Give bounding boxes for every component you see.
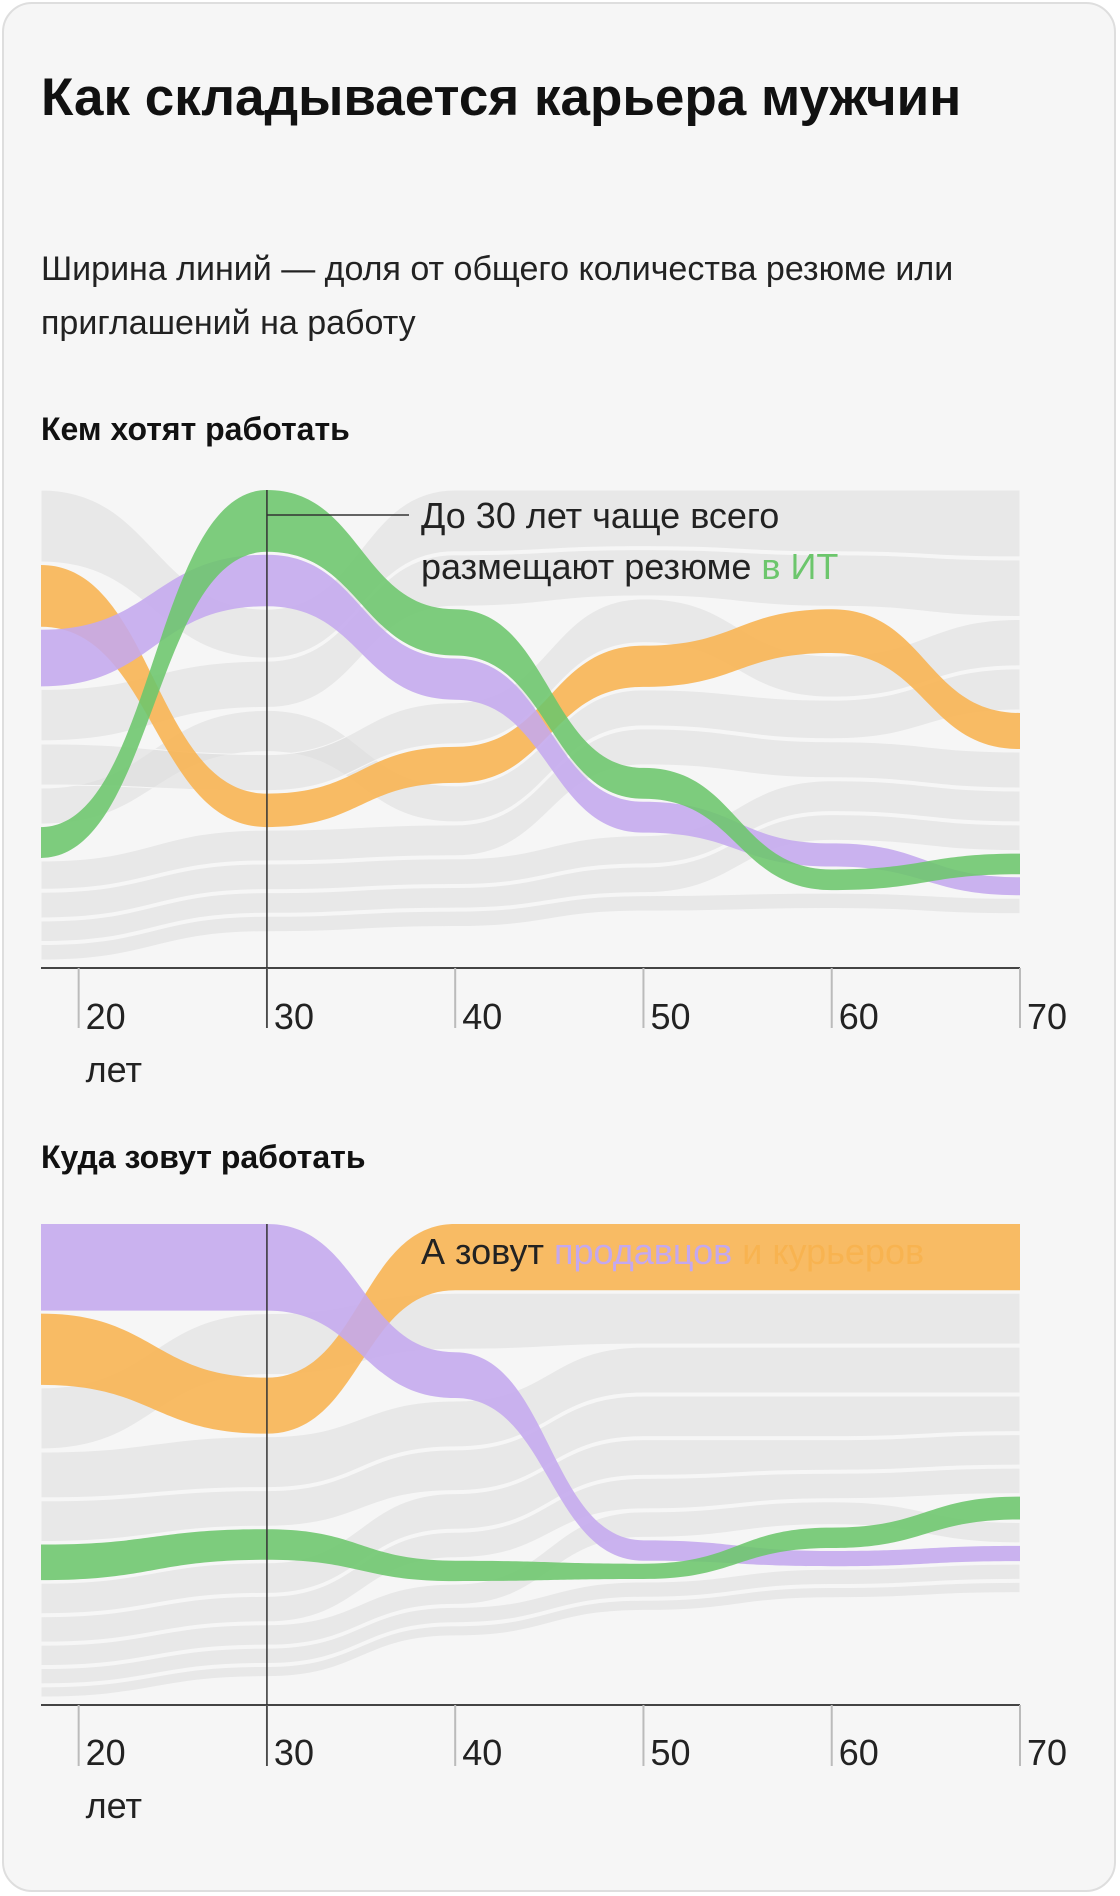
title: Как складывается карьера мужчин [41,68,962,127]
stream-line [40,780,1021,919]
annotation-part: До 30 лет чаще всего размещают резюме [421,495,780,587]
annotation-part: в ИТ [761,546,839,587]
x-tick-label: 70 [1027,1732,1068,1773]
x-tick-label: 50 [650,996,691,1037]
chart-title: Кем хотят работать [41,411,350,447]
stream-line [41,1224,1020,1567]
x-tick-label: 40 [462,996,503,1037]
stream-line [40,1563,1021,1685]
x-tick-label: 20 лет [85,996,142,1090]
x-tick-label: 50 [650,1732,691,1773]
annotation: До 30 лет чаще всего размещают резюме в … [421,490,891,592]
annotation-part: продавцов [553,1231,733,1272]
x-tick-label: 60 [838,1732,879,1773]
stream-line [41,1224,1020,1434]
stream-line [41,554,1020,896]
stream-line [40,1501,1021,1667]
stream-line [40,1581,1021,1698]
chart-title: Куда зовут работать [41,1139,366,1175]
x-tick-label: 60 [838,996,879,1037]
x-tick-label: 30 [273,1732,314,1773]
subtitle: Ширина линий — доля от общего количества… [41,250,954,342]
stream-line [41,1496,1020,1582]
stream-line [41,565,1020,828]
annotation: А зовут продавцов и курьеров [421,1226,1061,1277]
stream-line [40,728,1021,890]
x-tick-label: 40 [462,1732,503,1773]
x-tick-label: 30 [273,996,314,1037]
stream-line [41,490,1020,891]
x-tick-label: 20 лет [85,1732,142,1826]
stream-line [40,892,1021,961]
annotation-part: А зовут [421,1231,544,1272]
x-tick-label: 70 [1027,996,1068,1037]
stream-line [40,1395,1021,1543]
annotation-part: и курьеров [742,1231,925,1272]
